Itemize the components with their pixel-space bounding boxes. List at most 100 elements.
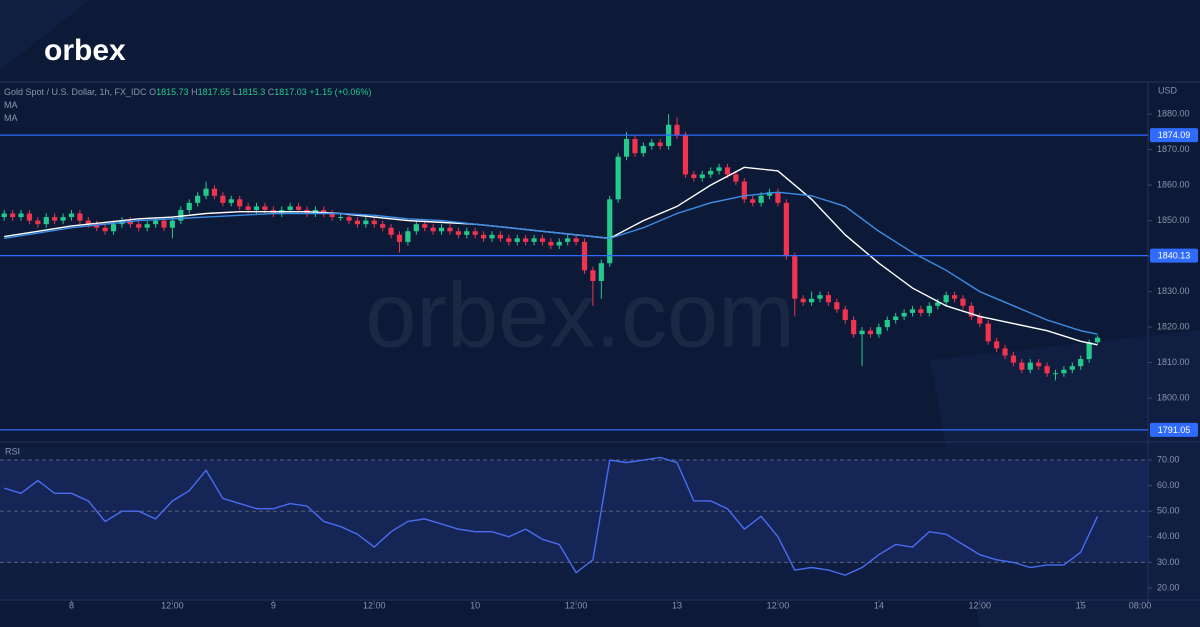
level-label: 1840.13 xyxy=(1158,251,1191,261)
x-tick-label: 14 xyxy=(874,600,884,610)
candle-body xyxy=(295,206,302,210)
y-tick-label: 1800.00 xyxy=(1157,392,1190,402)
candle-body xyxy=(253,206,260,210)
candle-body xyxy=(287,206,293,210)
candle-body xyxy=(346,217,352,221)
candle-body xyxy=(548,241,554,246)
candle-body xyxy=(237,199,243,207)
candle-body xyxy=(935,302,941,306)
watermark: orbex.com xyxy=(365,264,795,366)
candle-body xyxy=(539,238,546,242)
candle-body xyxy=(329,213,335,218)
y-tick-label: 20.00 xyxy=(1157,582,1180,592)
candle-body xyxy=(943,295,949,303)
y-tick-label: 1830.00 xyxy=(1157,286,1190,296)
candle-body xyxy=(413,224,419,232)
x-tick-label: 15 xyxy=(1076,600,1086,610)
candle-body xyxy=(127,220,133,225)
candle-body xyxy=(859,330,865,335)
candle-body xyxy=(817,295,823,299)
candle-body xyxy=(741,181,747,200)
candle-body xyxy=(321,209,327,214)
candle-body xyxy=(506,238,512,242)
candle-body xyxy=(464,231,470,235)
y-tick-label: 1870.00 xyxy=(1157,144,1190,154)
ohlc-value: 1817.65 xyxy=(197,87,231,97)
candle-body xyxy=(203,188,209,196)
candle-body xyxy=(178,209,184,221)
y-tick-label: 70.00 xyxy=(1157,454,1180,464)
candle-body xyxy=(750,199,756,203)
candle-body xyxy=(766,192,773,196)
candle-body xyxy=(102,227,108,232)
candle-body xyxy=(800,298,806,303)
candle-body xyxy=(682,135,689,175)
candle-body xyxy=(867,330,874,335)
candle-body xyxy=(447,227,453,232)
candle-body xyxy=(893,316,899,321)
candle-body xyxy=(960,298,966,306)
candle-body xyxy=(632,138,638,154)
candle-body xyxy=(220,195,226,203)
candle-body xyxy=(152,220,159,225)
candle-body xyxy=(1002,348,1008,356)
candle-body xyxy=(733,174,739,182)
x-tick-label: 08:00 xyxy=(1129,600,1152,610)
candle-body xyxy=(338,217,344,219)
candle-body xyxy=(497,234,504,239)
candle-body xyxy=(405,231,411,242)
candle-body xyxy=(438,227,445,232)
candle-body xyxy=(825,295,832,303)
candle-body xyxy=(60,217,66,221)
level-tag xyxy=(1150,128,1198,143)
candle-body xyxy=(354,220,361,225)
candle-body xyxy=(556,241,562,246)
ohlc-letter: C xyxy=(267,87,275,97)
candle-body xyxy=(388,227,394,235)
candle-body xyxy=(480,234,487,239)
x-tick-label: 12:00 xyxy=(565,600,588,610)
candle-body xyxy=(918,309,924,313)
candle-body xyxy=(195,195,201,203)
candle-body xyxy=(455,231,461,235)
candle-body xyxy=(186,202,192,210)
candle-body xyxy=(422,224,428,228)
candle-body xyxy=(968,305,974,317)
candle-body xyxy=(926,305,932,313)
x-tick-label: 9 xyxy=(271,600,276,610)
candle-body xyxy=(1061,369,1067,374)
candle-body xyxy=(691,174,697,179)
candle-body xyxy=(808,298,815,303)
candle-body xyxy=(52,217,58,221)
candle-body xyxy=(169,220,176,228)
candle-body xyxy=(94,224,100,228)
candle-body xyxy=(396,234,403,242)
candle-body xyxy=(35,220,41,225)
level-tag xyxy=(1150,422,1198,437)
y-tick-label: 1810.00 xyxy=(1157,357,1190,367)
legend: Gold Spot / U.S. Dollar, 1h, FX_IDC O181… xyxy=(4,86,371,125)
candle-body xyxy=(876,327,882,335)
candle-body xyxy=(884,320,890,328)
ohlc-letter: O xyxy=(149,87,157,97)
candle-body xyxy=(598,263,604,281)
candle-body xyxy=(68,213,75,218)
candle-body xyxy=(1,213,7,218)
ohlc-value: 1815.3 xyxy=(237,87,266,97)
candle-body xyxy=(110,224,117,232)
y-tick-label: 60.00 xyxy=(1157,480,1180,490)
bg-shape xyxy=(0,0,90,70)
candle-body xyxy=(708,170,714,175)
x-tick-label: 8 xyxy=(69,600,74,610)
candle-body xyxy=(26,213,33,221)
candle-body xyxy=(851,320,857,335)
candle-body xyxy=(724,167,731,175)
legend-ma: MA xyxy=(4,113,18,123)
x-tick-label: 12:00 xyxy=(767,600,790,610)
candle-body xyxy=(623,138,630,157)
candle-body xyxy=(1019,362,1025,370)
y-tick-label: 50.00 xyxy=(1157,506,1180,516)
line-series xyxy=(4,456,1099,576)
candle-body xyxy=(18,213,24,218)
